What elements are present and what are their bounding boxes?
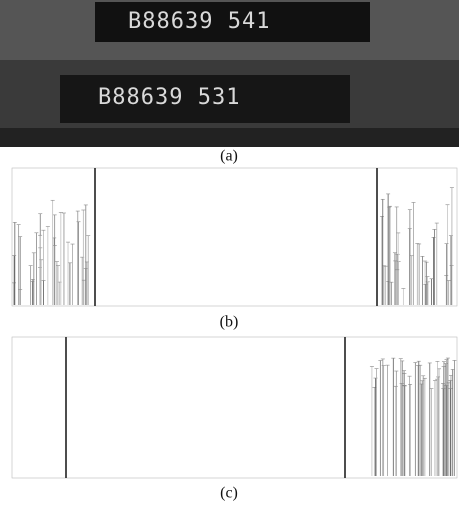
display-text: B88639 541: [128, 9, 270, 34]
photo-panel: B88639 541 B88639 531: [0, 0, 459, 147]
panel-label: (b): [220, 314, 239, 331]
display-top: [95, 2, 370, 42]
plot-frame: [11, 167, 458, 307]
plot-panel: [11, 336, 458, 479]
panel-label: (c): [220, 485, 238, 502]
photo-bottom: [0, 128, 459, 147]
display-bottom: [60, 75, 350, 123]
plot-frame: [11, 336, 458, 479]
display-text: B88639 531: [98, 85, 240, 110]
panel-label: (a): [220, 148, 238, 165]
plot-panel: [11, 167, 458, 307]
